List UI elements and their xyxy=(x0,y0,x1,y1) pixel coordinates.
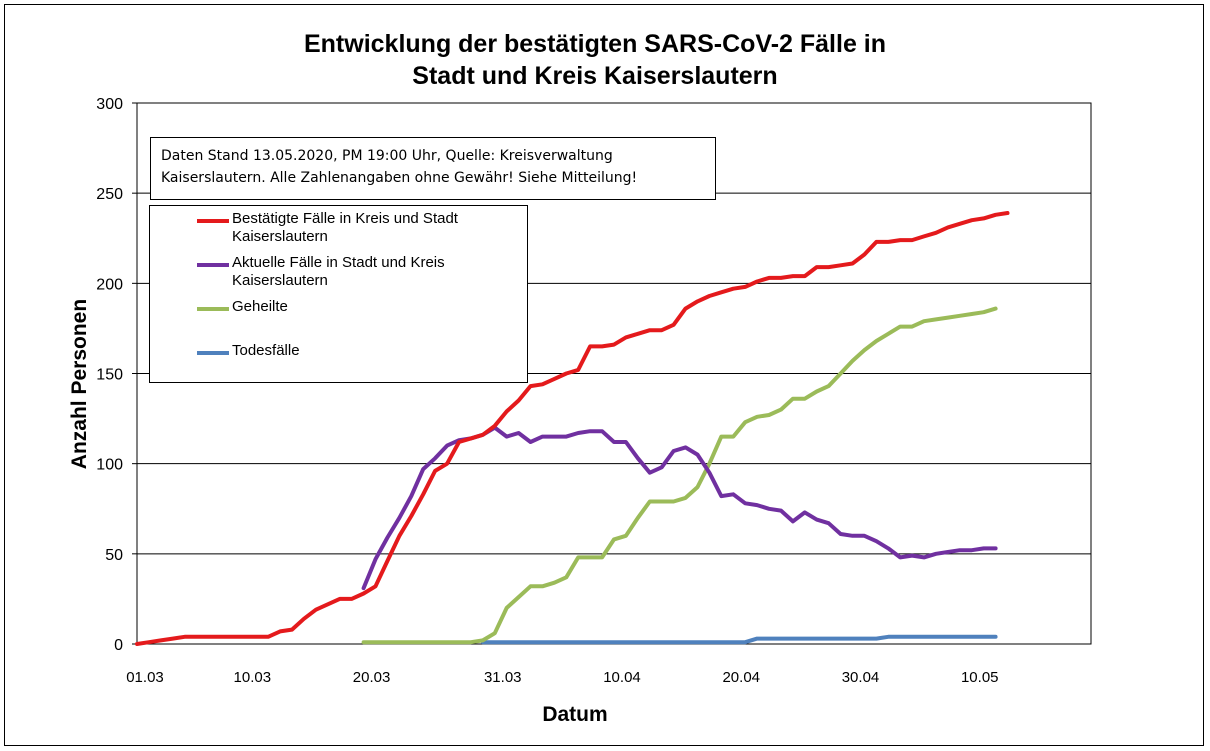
chart-title-line-2: Stadt und Kreis Kaiserslautern xyxy=(412,62,778,90)
x-tick-label: 20.03 xyxy=(353,669,391,686)
y-tick-label: 100 xyxy=(96,457,123,474)
x-tick-label: 30.04 xyxy=(842,669,880,686)
y-tick-label: 50 xyxy=(105,547,123,564)
x-tick-label: 20.04 xyxy=(722,669,760,686)
legend-label-deaths: Todesfälle xyxy=(232,342,300,359)
legend-swatch-active xyxy=(197,263,229,267)
legend-label-confirmed: Bestätigte Fälle in Kreis und Stadt Kais… xyxy=(232,210,458,245)
legend-label-recovered: Geheilte xyxy=(232,298,288,315)
x-tick-label: 31.03 xyxy=(484,669,522,686)
y-tick-label: 300 xyxy=(96,96,123,113)
x-tick-label: 10.05 xyxy=(961,669,999,686)
y-tick-label: 0 xyxy=(114,637,123,654)
data-source-note: Daten Stand 13.05.2020, PM 19:00 Uhr, Qu… xyxy=(150,137,716,200)
chart-frame xyxy=(4,4,1204,746)
y-tick-label: 150 xyxy=(96,367,123,384)
x-tick-label: 10.04 xyxy=(603,669,641,686)
legend-swatch-recovered xyxy=(197,307,229,311)
series-line-recovered xyxy=(361,306,998,645)
y-tick-label: 250 xyxy=(96,186,123,203)
legend-swatch-deaths xyxy=(197,351,229,355)
legend-label-active: Aktuelle Fälle in Stadt und Kreis Kaiser… xyxy=(232,254,445,289)
series-line-confirmed xyxy=(135,211,1010,646)
chart-title-line-1: Entwicklung der bestätigten SARS-CoV-2 F… xyxy=(303,30,887,58)
series-line-active xyxy=(361,425,998,591)
chart-legend: Bestätigte Fälle in Kreis und Stadt Kais… xyxy=(149,205,528,383)
y-axis-label: Anzahl Personen xyxy=(68,298,91,470)
series-line-deaths xyxy=(480,634,998,645)
x-axis-label: Datum xyxy=(542,703,608,726)
x-tick-label: 01.03 xyxy=(126,669,164,686)
legend-swatch-confirmed xyxy=(197,219,229,223)
x-tick-label: 10.03 xyxy=(234,669,272,686)
y-tick-label: 200 xyxy=(96,276,123,293)
